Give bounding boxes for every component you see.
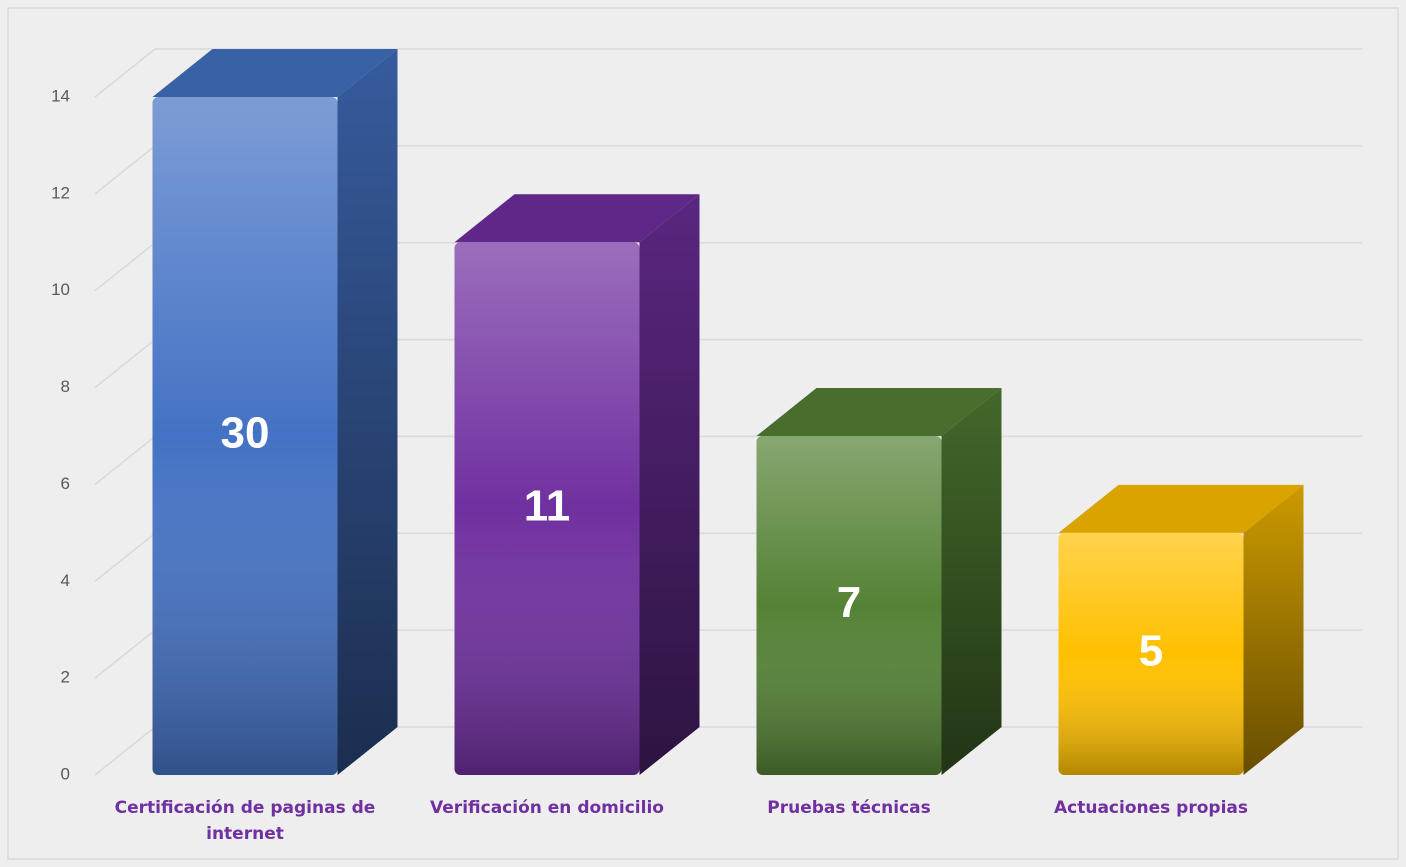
bar-side-shade xyxy=(639,194,700,776)
x-tick-label: Pruebas técnicas xyxy=(767,798,931,818)
bar-top xyxy=(454,194,700,243)
y-tick-label: 8 xyxy=(61,377,70,396)
data-label: 30 xyxy=(221,409,270,458)
y-tick-label: 6 xyxy=(61,474,70,493)
bar-top xyxy=(152,49,398,97)
bar-side-shade xyxy=(337,49,398,775)
y-tick-label: 0 xyxy=(61,764,70,783)
grid-line xyxy=(94,726,156,776)
y-tick-label: 10 xyxy=(51,280,70,299)
y-tick-label: 2 xyxy=(61,668,70,687)
bar-top xyxy=(1058,484,1304,533)
frame xyxy=(7,7,1399,860)
x-tick-label: Verificación en domicilio xyxy=(430,798,664,818)
bar-side-shade xyxy=(941,388,1002,775)
grid-line xyxy=(94,338,156,389)
bar-shade xyxy=(756,436,942,775)
grid-line xyxy=(94,629,156,679)
data-label: 5 xyxy=(1139,627,1163,676)
bar-top-shade xyxy=(152,49,398,97)
grid-line xyxy=(94,435,156,486)
grid-line xyxy=(94,532,156,582)
bar-shade xyxy=(1058,532,1244,775)
bar-shade xyxy=(454,242,640,776)
data-label: 7 xyxy=(837,578,861,627)
x-tick-label: Certificación de paginas de internet xyxy=(114,798,376,844)
x-tick-label: Actuaciones propias xyxy=(1053,798,1248,818)
y-tick-label: 4 xyxy=(61,571,70,590)
data-label: 11 xyxy=(524,481,571,530)
bar-top-shade xyxy=(1058,484,1304,533)
y-tick-label: 14 xyxy=(51,86,70,105)
bar-top xyxy=(756,388,1002,436)
y-tick-label: 12 xyxy=(51,183,70,202)
grid-line xyxy=(94,48,156,98)
grid-line xyxy=(94,145,156,195)
bar-top-shade xyxy=(756,388,1002,436)
bar-top-shade xyxy=(454,194,700,243)
bar-side-shade xyxy=(1243,484,1304,775)
bar-shade xyxy=(152,97,338,775)
grid-line xyxy=(94,242,156,292)
